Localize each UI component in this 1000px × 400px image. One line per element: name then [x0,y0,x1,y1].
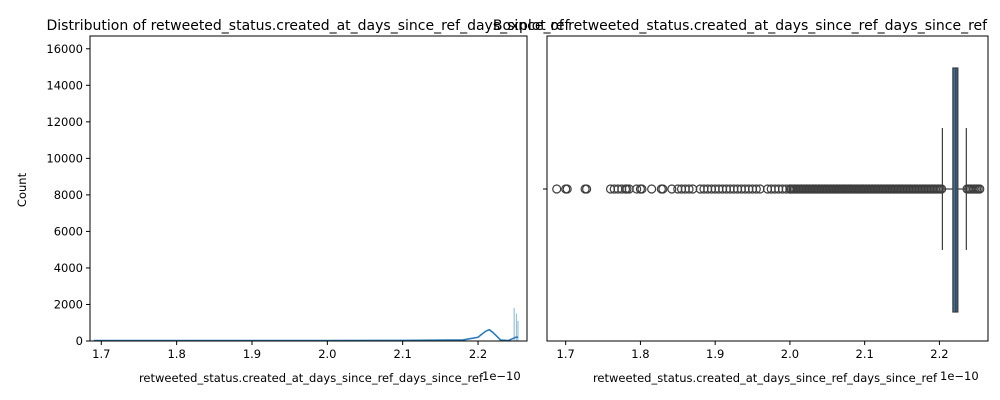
boxplot-outlier [647,184,657,194]
histogram-xtick-label: 2.2 [469,347,487,361]
boxplot-outlier [751,184,761,194]
boxplot-xtick-label: 2.2 [930,347,948,361]
histogram-kde-line [93,328,519,342]
boxplot-outlier [667,184,677,194]
histogram-bar [515,313,518,341]
histogram-ytick-label: 0 [76,334,83,348]
histogram-xtick-label: 1.9 [243,347,261,361]
boxplot-outlier [582,184,592,194]
histogram-bar [517,320,519,341]
boxplot-outlier [637,184,647,194]
histogram-xtick-label: 2.1 [394,347,412,361]
boxplot-frame [546,35,989,342]
boxplot-outlier [975,184,985,194]
boxplot-xtick-label: 1.8 [631,347,649,361]
histogram-ytick-label: 2000 [54,297,83,311]
histogram-title: Distribution of retweeted_status.created… [47,18,571,34]
histogram-ticks: 1.7 1.8 1.9 2.0 2.1 2.2 0 2000 4000 6000 8000 10000… [46,42,487,361]
boxplot-xtick-label: 2.0 [781,347,799,361]
boxplot-outlier [684,184,694,194]
histogram-xtick-label: 1.8 [167,347,185,361]
boxplot-outlier [562,184,572,194]
histogram-ytick-label: 14000 [46,78,83,92]
boxplot-xtick-label: 1.9 [706,347,724,361]
histogram-xtick-label: 2.0 [318,347,336,361]
boxplot-xlabel: retweeted_status.created_at_days_since_r… [593,371,938,385]
histogram-xtick-label: 1.7 [92,347,110,361]
histogram-ytick-label: 8000 [54,188,83,202]
histogram-x-offset: 1e−10 [482,369,521,383]
histogram-xlabel: retweeted_status.created_at_days_since_r… [139,371,484,385]
boxplot-panel: Boxplot of retweeted_status.created_at_d… [493,18,989,385]
histogram-marks [93,308,519,342]
boxplot-ticks: 1.7 1.8 1.9 2.0 2.1 2.2 [543,188,949,361]
boxplot-xtick-label: 1.7 [557,347,575,361]
histogram-bar [513,308,515,341]
boxplot-x-offset: 1e−10 [940,369,979,383]
boxplot-outlier [632,184,642,194]
boxplot-marks [552,67,985,313]
boxplot-outlier [658,184,668,194]
boxplot-xtick-label: 2.1 [856,347,874,361]
histogram-ytick-label: 10000 [46,151,83,165]
boxplot-outlier [552,184,562,194]
boxplot-title: Boxplot of retweeted_status.created_at_d… [493,18,988,34]
histogram-panel: Distribution of retweeted_status.created… [15,18,571,385]
histogram-frame [89,35,528,342]
histogram-ylabel: Count [15,172,29,207]
histogram-ytick-label: 16000 [46,42,83,56]
histogram-ytick-label: 4000 [54,261,83,275]
histogram-ytick-label: 6000 [54,224,83,238]
histogram-ytick-label: 12000 [46,115,83,129]
